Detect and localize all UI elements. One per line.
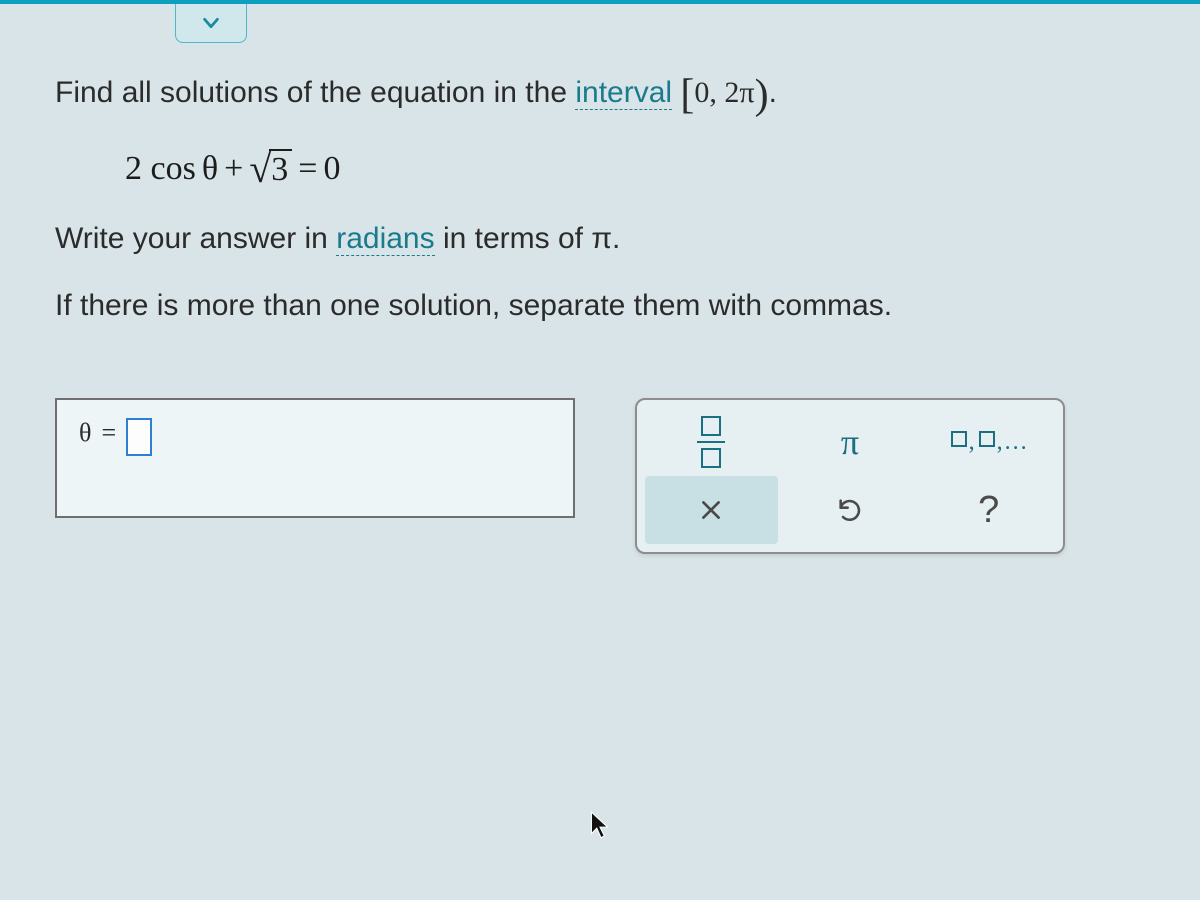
close-icon: [698, 497, 724, 523]
term-radians[interactable]: radians: [336, 222, 434, 256]
equation-display: 2 cos θ + √ 3 = 0: [125, 149, 1145, 188]
question-panel: Find all solutions of the equation in th…: [0, 0, 1200, 900]
question-text-pre: Find all solutions of the equation in th…: [55, 76, 575, 109]
undo-icon: [836, 496, 864, 524]
question-line-1: Find all solutions of the equation in th…: [55, 64, 1145, 127]
list-icon: ,,...: [949, 429, 1029, 456]
eqn-radicand: 3: [269, 149, 292, 188]
expand-dropdown-tab[interactable]: [175, 4, 247, 43]
tool-pi-button[interactable]: π: [784, 408, 917, 476]
tool-undo-button[interactable]: [784, 476, 917, 544]
question-period: .: [769, 76, 777, 109]
answer-theta-label: θ: [79, 418, 91, 448]
tool-fraction-button[interactable]: [645, 408, 778, 476]
instr2-post: in terms of π.: [435, 222, 621, 255]
pi-icon: π: [841, 421, 859, 463]
answer-input-slot[interactable]: [126, 418, 152, 456]
mouse-cursor-icon: [589, 810, 611, 840]
radical-sign-icon: √: [249, 151, 271, 187]
tool-list-button[interactable]: ,,...: [922, 408, 1055, 476]
eqn-sqrt: √ 3: [249, 149, 292, 188]
tool-clear-button[interactable]: [645, 476, 778, 544]
chevron-down-icon: [200, 12, 222, 34]
interval-lower: 0: [694, 76, 709, 109]
eqn-equals: =: [298, 150, 317, 188]
eqn-2cos: 2 cos: [125, 150, 196, 188]
interval-close-paren: ): [755, 72, 769, 118]
interval-upper: 2π: [724, 76, 754, 109]
interval-open-bracket: [: [680, 72, 694, 118]
help-icon: ?: [978, 489, 999, 532]
eqn-plus: +: [224, 150, 243, 188]
instr2-pre: Write your answer in: [55, 222, 336, 255]
term-interval[interactable]: interval: [575, 76, 672, 110]
interval-sep: ,: [709, 76, 724, 109]
eqn-rhs: 0: [323, 150, 340, 188]
tool-help-button[interactable]: ?: [922, 476, 1055, 544]
answer-input-box[interactable]: θ =: [55, 398, 575, 518]
instruction-line-3: If there is more than one solution, sepa…: [55, 283, 1145, 328]
fraction-icon: [697, 414, 725, 470]
math-toolbox: π ,,...: [635, 398, 1065, 554]
eqn-theta: θ: [202, 150, 218, 188]
instruction-line-2: Write your answer in radians in terms of…: [55, 216, 1145, 261]
answer-equals: =: [101, 418, 116, 448]
